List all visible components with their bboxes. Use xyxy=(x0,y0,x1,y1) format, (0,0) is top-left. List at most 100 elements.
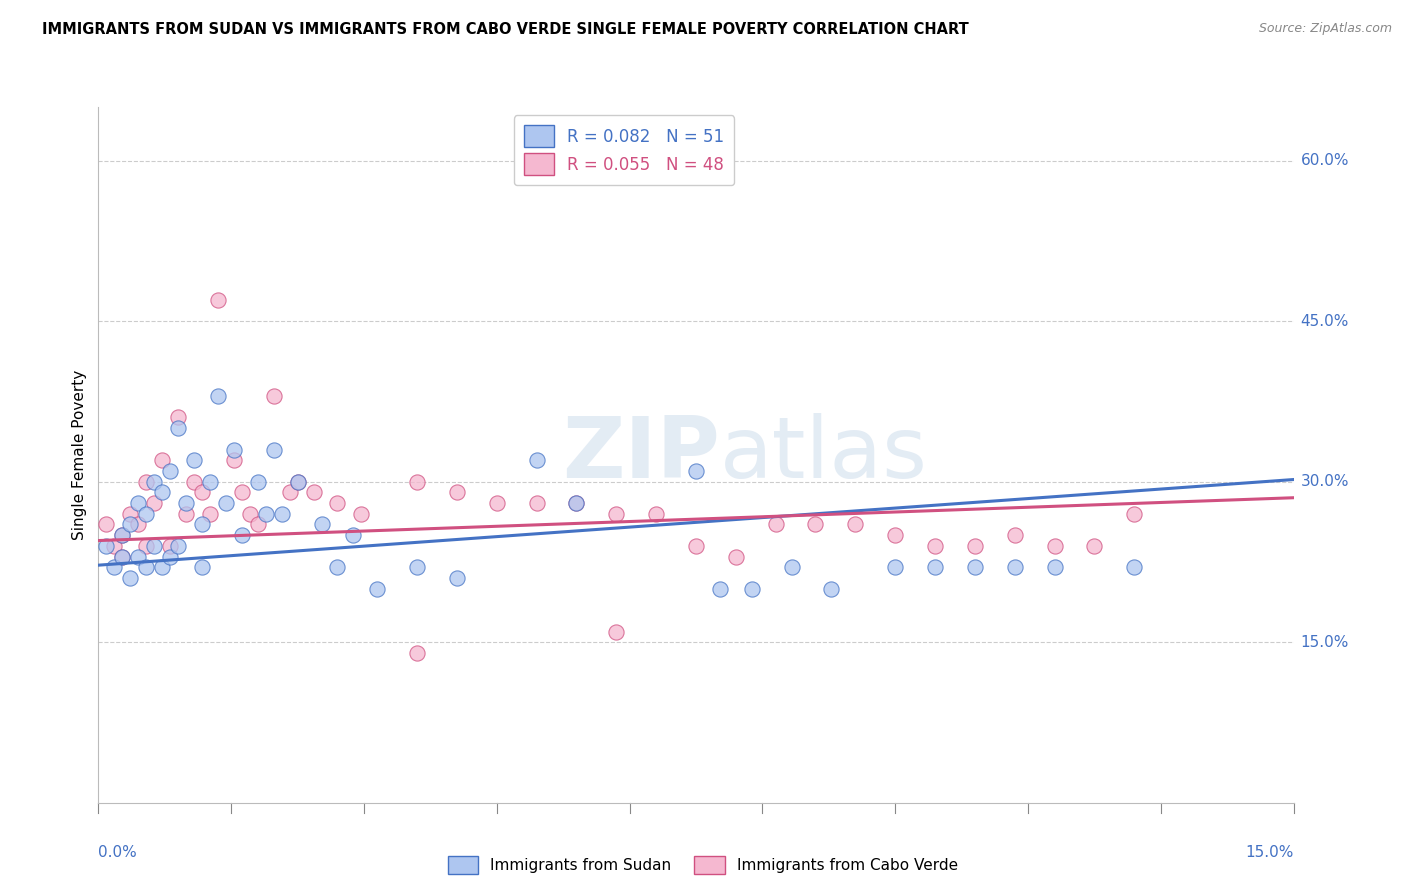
Point xyxy=(222,442,245,457)
Point xyxy=(287,475,309,489)
Point xyxy=(143,496,166,510)
Point xyxy=(174,507,197,521)
Point xyxy=(183,453,205,467)
Point xyxy=(565,496,588,510)
Point xyxy=(191,485,214,500)
Point xyxy=(446,571,468,585)
Point xyxy=(207,389,229,403)
Point xyxy=(724,549,747,564)
Point xyxy=(366,582,388,596)
Point xyxy=(820,582,842,596)
Point xyxy=(127,496,149,510)
Text: atlas: atlas xyxy=(720,413,928,497)
Point xyxy=(709,582,731,596)
Point xyxy=(127,549,149,564)
Point xyxy=(150,485,173,500)
Point xyxy=(1043,560,1066,574)
Point xyxy=(135,475,157,489)
Point xyxy=(150,560,173,574)
Point xyxy=(231,528,253,542)
Point xyxy=(765,517,787,532)
Point xyxy=(167,539,190,553)
Point xyxy=(111,528,134,542)
Point xyxy=(215,496,238,510)
Point xyxy=(605,624,627,639)
Text: 30.0%: 30.0% xyxy=(1301,475,1348,489)
Point xyxy=(198,507,221,521)
Point xyxy=(103,539,125,553)
Text: 45.0%: 45.0% xyxy=(1301,314,1348,328)
Text: Source: ZipAtlas.com: Source: ZipAtlas.com xyxy=(1258,22,1392,36)
Point xyxy=(526,496,548,510)
Point xyxy=(565,496,588,510)
Point xyxy=(246,517,269,532)
Point xyxy=(120,507,142,521)
Text: 0.0%: 0.0% xyxy=(98,845,138,860)
Point xyxy=(263,389,285,403)
Point xyxy=(287,475,309,489)
Point xyxy=(96,539,118,553)
Point xyxy=(183,475,205,489)
Y-axis label: Single Female Poverty: Single Female Poverty xyxy=(72,370,87,540)
Point xyxy=(198,475,221,489)
Point xyxy=(302,485,325,500)
Point xyxy=(111,528,134,542)
Point xyxy=(963,539,986,553)
Point xyxy=(526,453,548,467)
Point xyxy=(143,475,166,489)
Point xyxy=(884,560,907,574)
Point xyxy=(174,496,197,510)
Point xyxy=(924,539,946,553)
Point xyxy=(263,442,285,457)
Text: 15.0%: 15.0% xyxy=(1246,845,1294,860)
Point xyxy=(605,507,627,521)
Point xyxy=(239,507,262,521)
Point xyxy=(222,453,245,467)
Point xyxy=(127,517,149,532)
Point xyxy=(159,464,181,478)
Point xyxy=(1004,528,1026,542)
Point xyxy=(446,485,468,500)
Text: 60.0%: 60.0% xyxy=(1301,153,1348,168)
Point xyxy=(246,475,269,489)
Point xyxy=(191,517,214,532)
Point xyxy=(844,517,866,532)
Point xyxy=(645,507,668,521)
Legend: Immigrants from Sudan, Immigrants from Cabo Verde: Immigrants from Sudan, Immigrants from C… xyxy=(441,850,965,880)
Point xyxy=(143,539,166,553)
Point xyxy=(406,560,429,574)
Point xyxy=(685,464,707,478)
Point xyxy=(150,453,173,467)
Point xyxy=(1004,560,1026,574)
Point xyxy=(1083,539,1105,553)
Point xyxy=(804,517,827,532)
Text: IMMIGRANTS FROM SUDAN VS IMMIGRANTS FROM CABO VERDE SINGLE FEMALE POVERTY CORREL: IMMIGRANTS FROM SUDAN VS IMMIGRANTS FROM… xyxy=(42,22,969,37)
Point xyxy=(135,560,157,574)
Point xyxy=(780,560,803,574)
Point xyxy=(485,496,508,510)
Point xyxy=(350,507,373,521)
Point xyxy=(120,517,142,532)
Point xyxy=(1043,539,1066,553)
Text: ZIP: ZIP xyxy=(562,413,720,497)
Text: 15.0%: 15.0% xyxy=(1301,635,1348,649)
Point xyxy=(311,517,333,532)
Point xyxy=(406,475,429,489)
Point xyxy=(326,560,349,574)
Point xyxy=(120,571,142,585)
Point xyxy=(135,539,157,553)
Point xyxy=(96,517,118,532)
Point xyxy=(231,485,253,500)
Point xyxy=(254,507,277,521)
Point xyxy=(278,485,301,500)
Point xyxy=(342,528,364,542)
Point xyxy=(103,560,125,574)
Point xyxy=(111,549,134,564)
Point xyxy=(159,549,181,564)
Point xyxy=(406,646,429,660)
Point xyxy=(167,421,190,435)
Point xyxy=(963,560,986,574)
Point xyxy=(741,582,763,596)
Point xyxy=(207,293,229,307)
Point xyxy=(924,560,946,574)
